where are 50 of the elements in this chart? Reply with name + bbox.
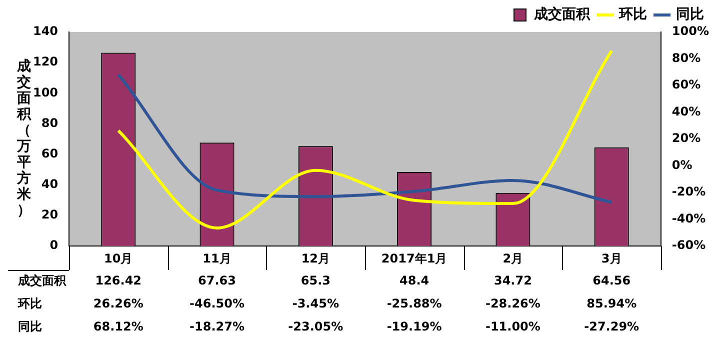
y2-tick-label: 100% [672, 24, 710, 38]
text: 成交面积 [18, 274, 66, 288]
data-label: -3.45% [292, 296, 339, 311]
x-tick-label: 3月 [601, 251, 622, 266]
data-label: -25.88% [386, 296, 442, 311]
data-label: 126.42 [95, 274, 142, 288]
x-tick-label: 2月 [502, 251, 524, 266]
y-tick-label: 20 [41, 208, 58, 222]
text: 同比 [18, 320, 42, 334]
text: 环比 [18, 296, 42, 311]
y-tick-label: 120 [32, 54, 58, 69]
legend-label: 成交面积 [533, 6, 591, 23]
y2-tick-label: -20% [672, 184, 706, 199]
x-tick-label: 10月 [104, 251, 133, 266]
data-label: 64.56 [592, 274, 631, 288]
x-tick-label: 2017年1月 [381, 251, 448, 266]
data-label: 68.12% [93, 320, 144, 334]
y2-tick-label: 0% [672, 158, 692, 172]
data-label: -11.00% [485, 320, 540, 334]
y-tick-label: 140 [32, 24, 58, 38]
x-tick-label: 11月 [202, 251, 232, 266]
y2-tick-label: 80% [672, 50, 701, 65]
data-label: 26.26% [93, 296, 144, 311]
y2-tick-label: 20% [672, 131, 701, 146]
data-label: -27.29% [584, 320, 640, 334]
line-series [116, 49, 614, 230]
line-series [116, 73, 614, 204]
y-tick-label: 40 [41, 176, 58, 191]
data-label: 65.3 [300, 274, 330, 288]
data-label: -46.50% [190, 296, 245, 311]
y-tick-label: 80 [41, 116, 58, 130]
data-label: -23.05% [288, 320, 344, 334]
data-label: 34.72 [494, 274, 532, 288]
data-label: -18.27% [190, 320, 245, 334]
y2-tick-label: 60% [672, 78, 701, 92]
data-label: -19.19% [386, 320, 442, 334]
x-tick-label: 12月 [301, 251, 330, 266]
data-label: 67.63 [198, 274, 236, 288]
data-label: -28.26% [485, 296, 540, 311]
legend-label: 环比 [618, 6, 647, 23]
y2-tick-label: -40% [672, 211, 706, 226]
y-tick-label: 100 [32, 85, 58, 100]
text: 成交面积（万平方米） [17, 58, 31, 219]
y2-tick-label: 40% [672, 104, 701, 118]
data-label: 85.94% [586, 296, 637, 311]
y-tick-label: 0 [50, 238, 58, 252]
legend-label: 同比 [676, 6, 704, 23]
data-label: 48.4 [400, 274, 430, 288]
y2-tick-label: -60% [672, 238, 706, 252]
y-tick-label: 60 [41, 146, 58, 160]
